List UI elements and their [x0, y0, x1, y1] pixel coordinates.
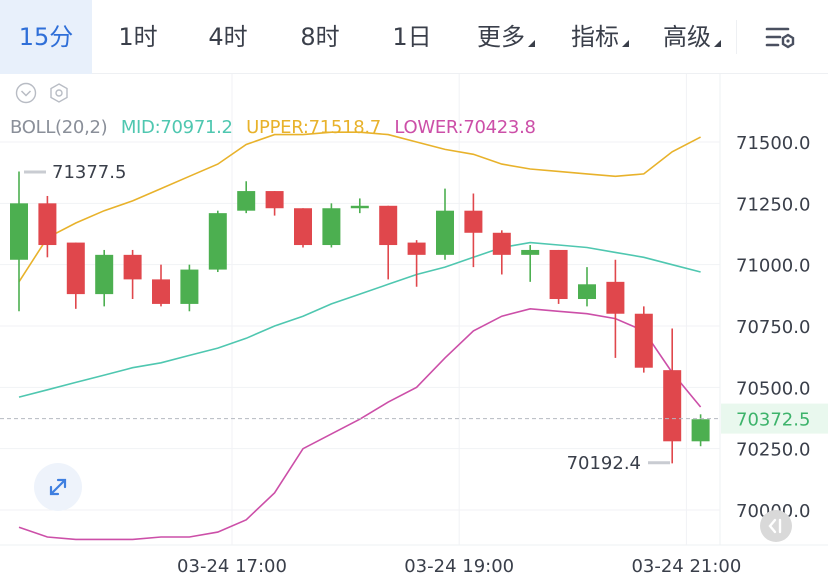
current-price-tag: [721, 403, 828, 434]
candle-body-up[interactable]: [322, 208, 341, 246]
candle-body-down[interactable]: [663, 370, 682, 442]
y-tick-label: 70750.0: [736, 317, 810, 338]
max-price-label: 71377.5: [52, 162, 126, 183]
min-price-label: 70192.4: [567, 453, 641, 474]
candle-body-down[interactable]: [464, 210, 483, 233]
indicator-settings-button[interactable]: [48, 82, 70, 104]
candle-body-down[interactable]: [265, 191, 284, 209]
candle-body-up[interactable]: [436, 210, 454, 255]
boll-label: BOLL(20,2): [10, 117, 108, 138]
candle-body-down[interactable]: [379, 205, 398, 246]
tab-1day[interactable]: 1日: [392, 23, 432, 51]
x-tick-label: 03-24 17:00: [177, 556, 287, 577]
y-tick-label: 71250.0: [736, 194, 810, 215]
candle-body-down[interactable]: [634, 313, 653, 368]
candle-body-up[interactable]: [691, 419, 710, 442]
current-price-label: 70372.5: [736, 410, 810, 431]
kline-settings-icon: [765, 27, 795, 49]
candle-body-down[interactable]: [66, 242, 85, 295]
y-tick-label: 71000.0: [736, 256, 810, 277]
tab-divider: [736, 20, 737, 54]
y-tick-label: 70250.0: [736, 440, 810, 461]
expand-arrows-icon: [49, 478, 67, 496]
fullscreen-button[interactable]: [34, 463, 82, 511]
dropdown-caret-icon: [528, 33, 535, 47]
tab-more-dropdown[interactable]: 更多: [466, 0, 546, 74]
candle-body-up[interactable]: [180, 269, 199, 304]
boll-mid-value: MID:70971.2: [120, 117, 233, 138]
candle-body-up[interactable]: [350, 205, 369, 209]
chevron-down-circle-icon: [15, 82, 37, 104]
candle-body-down[interactable]: [606, 281, 625, 314]
timeframe-tabbar: 15分 1时 4时 8时 1日 更多 指标 高级: [0, 0, 828, 74]
candle-body-down[interactable]: [549, 249, 568, 300]
candle-body-up[interactable]: [521, 249, 540, 255]
tab-advanced-label: 高级: [663, 23, 711, 51]
candle-body-down[interactable]: [123, 254, 142, 280]
dropdown-caret-icon: [714, 33, 721, 47]
chart-settings-button[interactable]: [748, 0, 828, 74]
candle-body-down[interactable]: [294, 208, 312, 246]
tab-15min[interactable]: 15分: [0, 0, 92, 74]
tab-4hour[interactable]: 4时: [208, 23, 248, 51]
boll-mid-line: [18, 241, 701, 398]
candle-body-up[interactable]: [10, 203, 28, 260]
y-tick-label: 70500.0: [736, 378, 810, 399]
x-tick-label: 03-24 19:00: [404, 556, 514, 577]
candle-body-down[interactable]: [492, 232, 511, 255]
candle-body-up[interactable]: [578, 284, 596, 300]
tab-indicators-dropdown[interactable]: 指标: [560, 0, 640, 74]
boll-lower-value: LOWER:70423.8: [394, 117, 536, 138]
scroll-to-latest-button[interactable]: [760, 510, 792, 542]
candle-body-down[interactable]: [152, 279, 170, 304]
tab-8hour[interactable]: 8时: [300, 23, 340, 51]
tab-advanced-dropdown[interactable]: 高级: [652, 0, 732, 74]
boll-upper-line: [18, 131, 701, 283]
candle-body-down[interactable]: [38, 203, 57, 246]
tab-more-label: 更多: [477, 23, 525, 51]
dropdown-caret-icon: [622, 33, 629, 47]
boll-lower-line: [18, 307, 702, 541]
tab-indicators-label: 指标: [571, 23, 619, 51]
candle-body-down[interactable]: [407, 242, 426, 255]
candle-body-up[interactable]: [95, 254, 114, 295]
collapse-toggle-button[interactable]: [15, 82, 37, 104]
scroll-to-latest-icon: [768, 518, 782, 534]
candle-body-up[interactable]: [237, 191, 256, 211]
tab-1hour[interactable]: 1时: [118, 23, 158, 51]
x-tick-label: 03-24 21:00: [631, 556, 741, 577]
hexagon-settings-icon: [50, 83, 68, 103]
y-tick-label: 71500.0: [736, 133, 810, 154]
candle-body-up[interactable]: [208, 213, 227, 270]
